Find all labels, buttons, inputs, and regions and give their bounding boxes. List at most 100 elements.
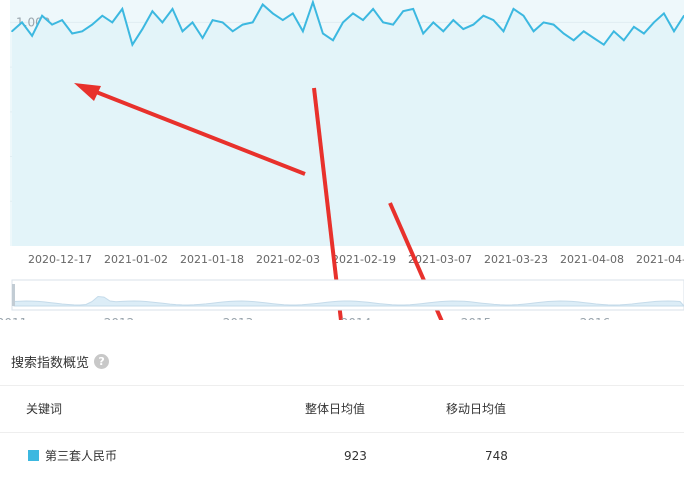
data-point[interactable] [342,21,344,24]
data-point[interactable] [261,3,264,6]
data-point[interactable] [432,21,435,24]
data-point[interactable] [592,37,595,39]
data-point[interactable] [362,19,364,21]
data-point[interactable] [91,23,94,26]
navigator-year-label: 2013 [223,316,254,320]
series-area [12,2,684,247]
data-point[interactable] [312,1,314,4]
data-point[interactable] [532,30,535,33]
data-point[interactable] [181,30,184,33]
data-point[interactable] [372,8,374,10]
data-point[interactable] [101,14,104,17]
data-point[interactable] [211,19,214,21]
mobile-avg-value: 748 [485,449,508,463]
data-point[interactable] [282,19,284,21]
data-point[interactable] [572,39,575,42]
data-point[interactable] [201,37,204,39]
x-tick-label: 2021-02-03 [256,253,320,266]
overall-avg-value: 923 [344,449,367,463]
data-point[interactable] [161,21,164,24]
data-point[interactable] [131,43,134,46]
navigator-year-label: 2011 [0,316,27,320]
red-arrow [312,87,343,320]
data-point[interactable] [81,30,84,33]
data-point[interactable] [653,21,655,24]
data-point[interactable] [562,32,565,35]
data-point[interactable] [121,8,124,10]
data-point[interactable] [332,39,334,42]
x-tick-label: 2021-02-19 [332,253,396,266]
data-point[interactable] [462,28,465,30]
data-point[interactable] [151,10,154,12]
data-point[interactable] [292,12,294,15]
data-point[interactable] [191,21,194,24]
data-point[interactable] [663,12,665,15]
data-point[interactable] [422,32,425,35]
data-point[interactable] [271,12,274,15]
summary-title-text: 搜索指数概览 [11,356,90,371]
x-tick-label: 2020-12-17 [28,253,92,266]
data-point[interactable] [633,26,635,28]
data-point[interactable] [522,14,525,17]
navigator-year-label: 2015 [461,316,492,320]
data-point[interactable] [512,8,515,10]
data-point[interactable] [31,34,33,37]
data-point[interactable] [412,8,414,10]
data-point[interactable] [221,21,224,24]
navigator-year-label: 2012 [104,316,135,320]
navigator-area [13,295,684,307]
data-point[interactable] [612,30,615,33]
data-point[interactable] [241,23,244,26]
data-point[interactable] [71,32,73,35]
data-point[interactable] [472,23,475,26]
data-point[interactable] [141,28,144,30]
navigator-handle-left[interactable] [12,284,15,306]
data-point[interactable] [61,19,63,21]
x-tick-label: 2021-01-02 [104,253,168,266]
data-point[interactable] [231,30,234,33]
data-point[interactable] [392,23,394,26]
data-point[interactable] [51,23,53,26]
data-point[interactable] [673,30,675,33]
data-point[interactable] [482,14,485,17]
data-point[interactable] [21,21,23,24]
x-tick-label: 2021-03-23 [484,253,548,266]
data-point[interactable] [171,8,174,10]
data-point[interactable] [322,32,324,35]
search-index-chart: 1,000800600400200 2020-12-172021-01-0220… [0,0,684,320]
data-point[interactable] [382,21,384,24]
table-row: 第三套人民币 923 748 [0,432,684,479]
data-point[interactable] [492,19,495,21]
data-point[interactable] [11,30,13,33]
data-point[interactable] [442,30,445,33]
summary-table: 关键词 整体日均值 移动日均值 第三套人民币 923 748 [0,385,684,479]
data-point[interactable] [542,21,545,24]
red-arrow [85,86,306,176]
data-point[interactable] [602,43,605,46]
keyword-cell: 第三套人民币 [28,433,117,479]
header-overall-avg: 整体日均值 [305,402,366,416]
data-point[interactable] [402,10,404,12]
data-point[interactable] [623,39,625,42]
keyword-text: 第三套人民币 [45,449,118,463]
x-tick-label: 2021-03-07 [408,253,472,266]
navigator-year-label: 2014 [341,316,372,320]
data-point[interactable] [41,14,43,17]
question-circle-icon[interactable]: ? [94,354,110,369]
x-tick-label: 2021-04-08 [560,253,624,266]
data-point[interactable] [302,30,304,33]
data-point[interactable] [582,30,585,33]
data-point[interactable] [643,32,645,35]
data-point[interactable] [502,30,505,33]
data-point[interactable] [452,19,455,21]
red-arrow-head [74,83,101,101]
data-point[interactable] [352,12,354,15]
data-point[interactable] [552,23,555,26]
header-keyword: 关键词 [26,402,63,416]
data-point[interactable] [111,21,114,24]
summary-section-title: 搜索指数概览 ? [11,352,110,371]
data-point[interactable] [251,21,254,24]
navigator-year-label: 2016 [580,316,611,320]
table-header-row: 关键词 整体日均值 移动日均值 [0,385,684,432]
x-tick-label: 2021-01-18 [180,253,244,266]
